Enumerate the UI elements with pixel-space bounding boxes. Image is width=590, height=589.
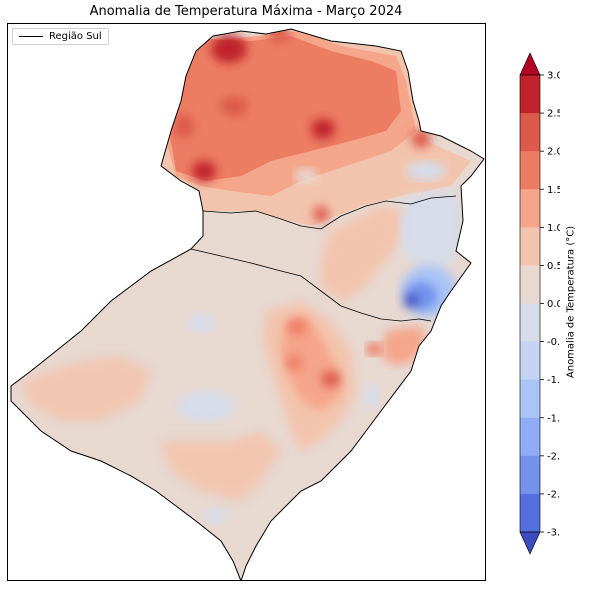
hot-spot-rs-3 bbox=[287, 319, 307, 335]
map-legend: Região Sul bbox=[12, 28, 109, 45]
santa-catarina-cool-zone bbox=[401, 191, 461, 271]
colorbar-tick-label: -3.0 bbox=[547, 528, 560, 539]
colorbar-tick-label: -2.5 bbox=[547, 489, 560, 500]
colorbar-over-arrow bbox=[519, 52, 541, 76]
cool-pocket-parana-2 bbox=[406, 161, 446, 181]
colorbar-tick-label: 2.5 bbox=[547, 109, 560, 120]
colorbar: 3.0 2.5 2.0 1.5 1.0 0.5 0.0 -0.5 -1.0 -1.5 -2.0 -2.… bbox=[519, 52, 560, 555]
colorbar-tick-label: 2.0 bbox=[547, 147, 560, 158]
parana-hot-zone bbox=[169, 36, 401, 181]
colorbar-segment bbox=[520, 75, 540, 114]
hot-spot-8 bbox=[313, 206, 329, 222]
legend-line-swatch bbox=[19, 36, 43, 37]
rs-strong-zone bbox=[281, 316, 341, 411]
hot-spot-2 bbox=[267, 29, 291, 42]
colorbar-tick-label: 3.0 bbox=[547, 71, 560, 82]
regiao-sul-outline bbox=[10, 28, 485, 580]
colorbar-tick-label: 0.0 bbox=[547, 299, 560, 310]
hot-spot-1 bbox=[211, 35, 247, 63]
colorbar-tick-label: 1.5 bbox=[547, 185, 560, 196]
rs-coast-warm-zone bbox=[381, 326, 426, 366]
colorbar-tick-label: 1.0 bbox=[547, 223, 560, 234]
colorbar-segment bbox=[520, 151, 540, 190]
colorbar-label: Anomalia de Temperatura (°C) bbox=[565, 225, 577, 379]
map-title: Anomalia de Temperatura Máxima - Março 2… bbox=[89, 4, 403, 19]
map-frame bbox=[7, 23, 486, 581]
colorbar-segment bbox=[520, 417, 540, 457]
hot-spot-7 bbox=[411, 130, 431, 148]
hot-spot-4 bbox=[311, 119, 335, 139]
colorbar-tick-label: -2.0 bbox=[547, 451, 560, 462]
santa-catarina-warm-zone bbox=[321, 206, 406, 301]
anomaly-map bbox=[10, 28, 485, 580]
colorbar-tick-label: 0.5 bbox=[547, 261, 560, 272]
border-parana-santa-catarina bbox=[202, 195, 457, 230]
rs-cool-pocket-1 bbox=[176, 391, 236, 421]
colorbar-segment bbox=[520, 379, 540, 419]
hot-spot-5 bbox=[220, 96, 248, 116]
colorbar-tick-label: -1.5 bbox=[547, 413, 560, 424]
rs-southeast-warm-zone bbox=[21, 356, 151, 421]
hot-spot-rs-4 bbox=[366, 342, 382, 356]
cold-spot-core bbox=[403, 294, 419, 308]
rs-cool-pocket-2 bbox=[187, 313, 215, 333]
colorbar-segment bbox=[520, 227, 540, 266]
colorbar-tick-label: -1.0 bbox=[547, 375, 560, 386]
rs-cool-pocket-4 bbox=[204, 508, 228, 524]
hot-spot-rs-2 bbox=[286, 355, 302, 371]
colorbar-segment bbox=[520, 303, 540, 343]
colorbar-segment bbox=[520, 341, 540, 381]
hot-spot-6 bbox=[174, 114, 194, 138]
border-santa-catarina-rio-grande-do-sul bbox=[190, 248, 432, 322]
colorbar-segment bbox=[520, 265, 540, 304]
colorbar-segment bbox=[520, 455, 540, 495]
colorbar-segment bbox=[520, 113, 540, 152]
colorbar-segment bbox=[520, 189, 540, 228]
cool-pocket-parana-1 bbox=[294, 168, 318, 184]
rs-south-warm-zone bbox=[161, 431, 281, 501]
hot-spot-rs-1 bbox=[321, 371, 341, 387]
colorbar-tick-label: -0.5 bbox=[547, 337, 560, 348]
legend-label: Região Sul bbox=[49, 31, 102, 42]
colorbar-under-arrow bbox=[519, 531, 541, 555]
colorbar-segment bbox=[520, 493, 540, 533]
rs-cool-pocket-3 bbox=[363, 382, 379, 410]
hot-spot-3 bbox=[192, 161, 216, 181]
